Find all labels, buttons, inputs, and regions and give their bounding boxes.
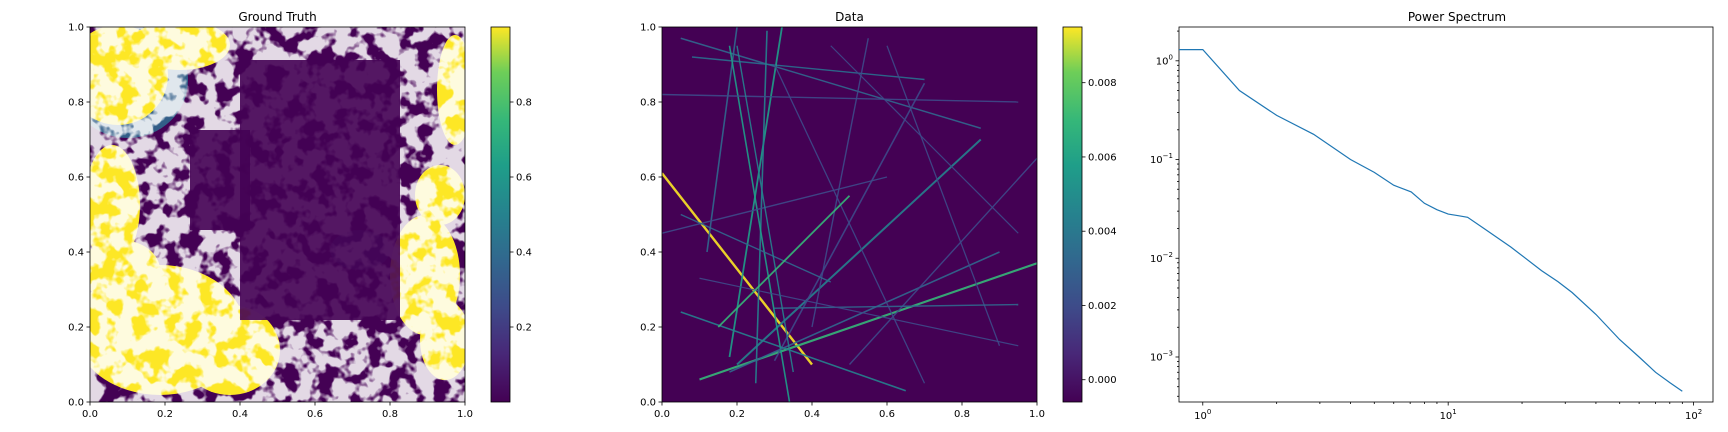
projection-ray — [736, 45, 794, 373]
power-spectrum-line — [1179, 48, 1683, 392]
y-tick-label: 0.0 — [640, 398, 656, 409]
y-tick-label: 0.2 — [640, 323, 656, 334]
x-tick-label: 0.6 — [307, 409, 323, 420]
data-x-ticks: 0.0 0.2 0.4 0.6 0.8 1.0 — [654, 402, 1045, 420]
y-tick-label: 0.6 — [640, 173, 656, 184]
y-tick-label: 0.2 — [68, 323, 84, 334]
projection-ray — [773, 82, 926, 362]
colorbar-tick-label: 0.000 — [1088, 375, 1117, 386]
projection-ray — [728, 45, 791, 402]
colorbar-tick-label: 0.004 — [1088, 227, 1117, 238]
power-spectrum-panel: Power Spectrum 100 101 102 100 10−1 10−2 10−3 — [1150, 10, 1714, 422]
projection-ray — [680, 213, 832, 283]
projection-ray — [662, 93, 1019, 103]
y-tick-label: 1.0 — [68, 23, 84, 34]
ground-truth-axes-frame — [89, 26, 466, 403]
projection-ray — [830, 45, 1019, 234]
power-spectrum-title: Power Spectrum — [1408, 10, 1506, 24]
data-axes-frame — [661, 26, 1038, 403]
y-tick-label: 0.0 — [68, 398, 84, 409]
colorbar-tick-label: 0.8 — [516, 98, 532, 109]
x-tick-label: 0.8 — [382, 409, 398, 420]
ground-truth-image — [90, 27, 465, 402]
projection-ray — [774, 303, 1019, 309]
projection-ray — [691, 56, 925, 81]
y-tick-label: 0.4 — [640, 248, 656, 259]
projection-ray — [680, 311, 907, 392]
colorbar-tick-label: 0.6 — [516, 173, 532, 184]
y-tick-label: 0.4 — [68, 248, 84, 259]
ground-truth-colorbar-frame — [490, 26, 511, 403]
data-colorbar-ticks: 0.000 0.002 0.004 0.006 0.008 — [1082, 78, 1117, 386]
ground-truth-colorbar — [491, 27, 510, 402]
y-tick-label: 100 — [1156, 53, 1173, 67]
projection-ray — [699, 277, 1019, 347]
colorbar-tick-label: 0.006 — [1088, 152, 1117, 163]
x-tick-label: 0.8 — [954, 409, 970, 420]
power-spectrum-axes-frame — [1178, 26, 1714, 403]
x-tick-label: 0.2 — [729, 409, 745, 420]
y-tick-label: 1.0 — [640, 23, 656, 34]
ground-truth-colorbar-ticks: 0.2 0.4 0.6 0.8 — [510, 98, 532, 334]
projection-ray — [662, 176, 888, 234]
ground-truth-x-ticks: 0.0 0.2 0.4 0.6 0.8 1.0 — [82, 402, 473, 420]
data-panel: Data 0.0 0.2 0.4 0.6 0.8 1.0 0.0 0.2 0.4 0.6 0.8 1… — [640, 10, 1117, 420]
x-tick-label: 0.4 — [804, 409, 820, 420]
x-tick-label: 100 — [1194, 408, 1211, 422]
power-spectrum-x-ticks: 100 101 102 — [1194, 402, 1702, 422]
data-rays — [662, 27, 1037, 402]
ground-truth-panel: Ground Truth 0.0 0.2 0.4 0.6 0.8 1.0 — [68, 10, 532, 420]
y-tick-label: 0.6 — [68, 173, 84, 184]
x-tick-label: 0.2 — [157, 409, 173, 420]
x-tick-label: 0.6 — [879, 409, 895, 420]
colorbar-tick-label: 0.4 — [516, 248, 532, 259]
data-image — [662, 27, 1037, 402]
x-tick-label: 102 — [1685, 408, 1702, 422]
projection-ray — [717, 195, 851, 328]
x-tick-label: 1.0 — [457, 409, 473, 420]
projection-ray — [754, 30, 768, 384]
colorbar-tick-label: 0.008 — [1088, 78, 1117, 89]
data-colorbar-frame — [1062, 26, 1083, 403]
ground-truth-title: Ground Truth — [238, 10, 316, 24]
projection-ray — [729, 251, 1000, 373]
y-tick-label: 10−3 — [1150, 349, 1173, 363]
x-tick-label: 1.0 — [1029, 409, 1045, 420]
power-spectrum-lines — [1179, 48, 1683, 392]
x-tick-label: 0.0 — [654, 409, 670, 420]
data-y-ticks: 0.0 0.2 0.4 0.6 0.8 1.0 — [640, 23, 662, 409]
colorbar-tick-label: 0.002 — [1088, 301, 1117, 312]
data-title: Data — [835, 10, 864, 24]
x-tick-label: 101 — [1440, 408, 1457, 422]
x-tick-label: 0.4 — [232, 409, 248, 420]
y-tick-label: 0.8 — [640, 98, 656, 109]
projection-ray — [773, 64, 926, 384]
colorbar-tick-label: 0.2 — [516, 323, 532, 334]
y-tick-label: 0.8 — [68, 98, 84, 109]
data-colorbar — [1063, 27, 1082, 402]
projection-ray — [728, 27, 783, 358]
y-tick-label: 10−1 — [1150, 152, 1173, 166]
x-tick-label: 0.0 — [82, 409, 98, 420]
power-spectrum-y-ticks: 100 10−1 10−2 10−3 — [1150, 30, 1179, 397]
projection-ray — [886, 45, 1001, 346]
projection-ray — [811, 38, 869, 328]
y-tick-label: 10−2 — [1150, 251, 1173, 265]
projection-ray — [848, 157, 1037, 365]
ground-truth-y-ticks: 0.0 0.2 0.4 0.6 0.8 1.0 — [68, 23, 90, 409]
